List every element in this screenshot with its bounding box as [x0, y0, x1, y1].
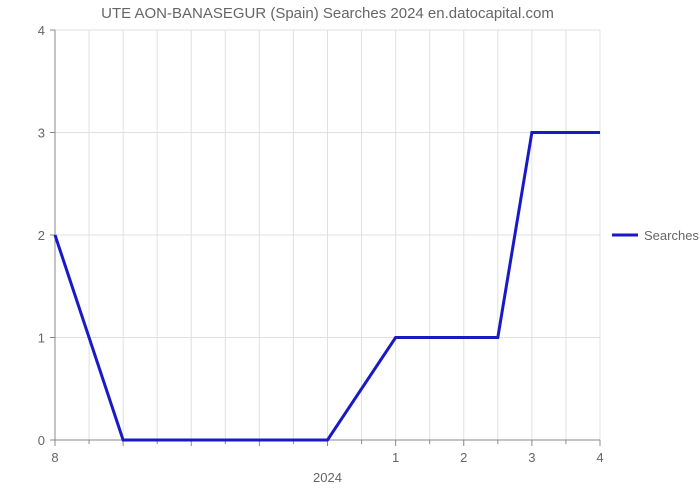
chart-title: UTE AON-BANASEGUR (Spain) Searches 2024 … — [101, 5, 554, 22]
chart-container: UTE AON-BANASEGUR (Spain) Searches 2024 … — [0, 0, 700, 500]
x-tick-label: 4 — [596, 450, 603, 465]
y-tick-label: 0 — [38, 433, 45, 448]
x-axis-label: 2024 — [313, 470, 342, 485]
y-tick-label: 1 — [38, 331, 45, 346]
x-tick-label: 8 — [51, 450, 58, 465]
y-tick-label: 4 — [38, 23, 45, 38]
y-tick-label: 3 — [38, 126, 45, 141]
x-tick-label: 1 — [392, 450, 399, 465]
x-tick-label: 2 — [460, 450, 467, 465]
line-chart: UTE AON-BANASEGUR (Spain) Searches 2024 … — [0, 0, 700, 500]
y-tick-label: 2 — [38, 228, 45, 243]
x-tick-label: 3 — [528, 450, 535, 465]
legend-label: Searches — [644, 228, 699, 243]
